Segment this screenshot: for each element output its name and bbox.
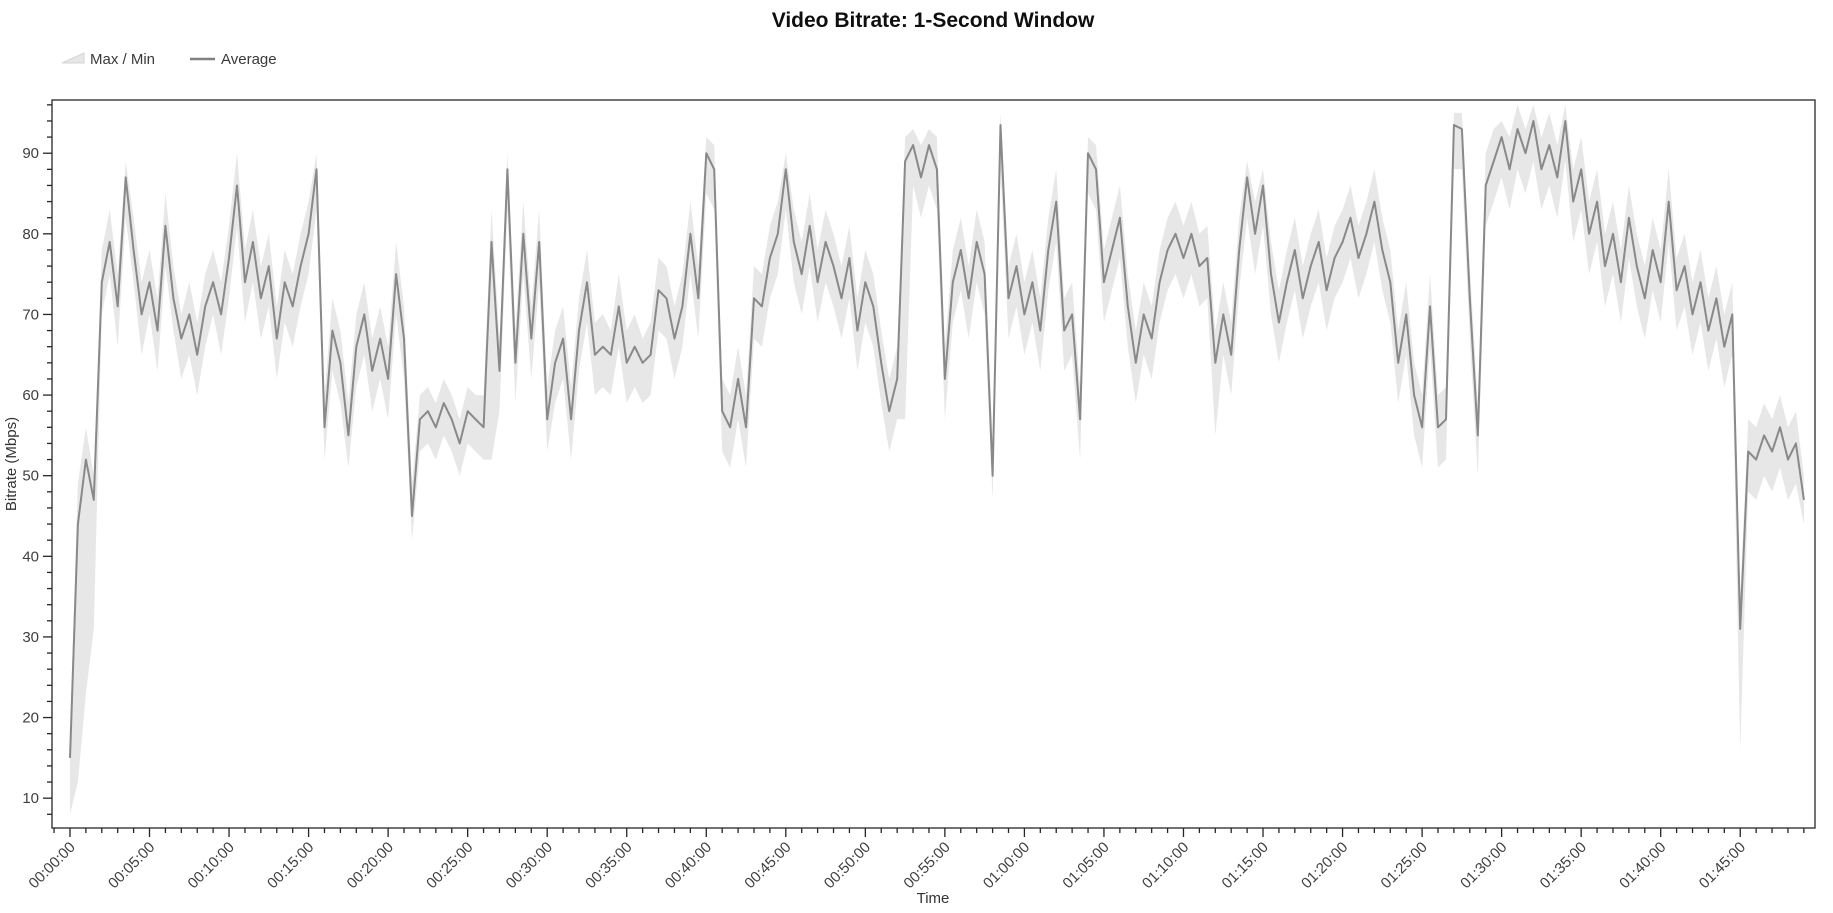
x-tick-label: 00:30:00: [503, 839, 556, 892]
x-tick-label: 00:35:00: [582, 839, 635, 892]
x-axis-title: Time: [917, 890, 950, 907]
plot-area: [69, 104, 1805, 815]
y-tick-label: 70: [22, 306, 39, 323]
x-tick-label: 00:55:00: [900, 839, 953, 892]
x-tick-label: 00:40:00: [662, 839, 715, 892]
x-tick-label: 00:00:00: [25, 839, 78, 892]
x-tick-label: 01:20:00: [1298, 839, 1351, 892]
y-tick-label: 40: [22, 548, 39, 565]
x-tick-label: 00:50:00: [821, 839, 874, 892]
y-tick-label: 50: [22, 468, 39, 485]
x-tick-label: 01:40:00: [1616, 839, 1669, 892]
x-tick-label: 01:05:00: [1059, 839, 1112, 892]
max-min-band-icon: [61, 52, 85, 64]
x-tick-label: 01:35:00: [1537, 839, 1590, 892]
x-tick-label: 01:15:00: [1219, 839, 1272, 892]
x-tick-label: 00:10:00: [185, 839, 238, 892]
legend: Max / Min Average: [61, 51, 277, 68]
x-tick-label: 00:45:00: [741, 839, 794, 892]
y-tick-label: 60: [22, 387, 39, 404]
average-line: [69, 120, 1805, 758]
y-tick-label: 10: [22, 790, 39, 807]
axes: 00:00:00 00:05:00 00:10:00 00:15:00 00:20:00…: [22, 104, 1805, 892]
x-tick-label: 01:45:00: [1696, 839, 1749, 892]
legend-label-average: Average: [221, 51, 277, 68]
x-tick-label: 00:25:00: [423, 839, 476, 892]
x-tick-label: 00:05:00: [105, 839, 158, 892]
plot-border: [51, 99, 1816, 829]
x-tick-label: 01:25:00: [1378, 839, 1431, 892]
y-tick-label: 80: [22, 226, 39, 243]
x-tick-label: 01:10:00: [1139, 839, 1192, 892]
chart-title: Video Bitrate: 1-Second Window: [772, 9, 1095, 32]
y-tick-label: 20: [22, 710, 39, 727]
x-tick-label: 01:30:00: [1457, 839, 1510, 892]
x-tick-label: 00:20:00: [344, 839, 397, 892]
y-tick-label: 30: [22, 629, 39, 646]
x-tick-label: 01:00:00: [980, 839, 1033, 892]
x-tick-label: 00:15:00: [264, 839, 317, 892]
legend-label-max-min: Max / Min: [90, 51, 155, 68]
y-tick-label: 90: [22, 145, 39, 162]
max-min-band: [70, 104, 1804, 815]
y-axis-title: Bitrate (Mbps): [3, 417, 20, 511]
